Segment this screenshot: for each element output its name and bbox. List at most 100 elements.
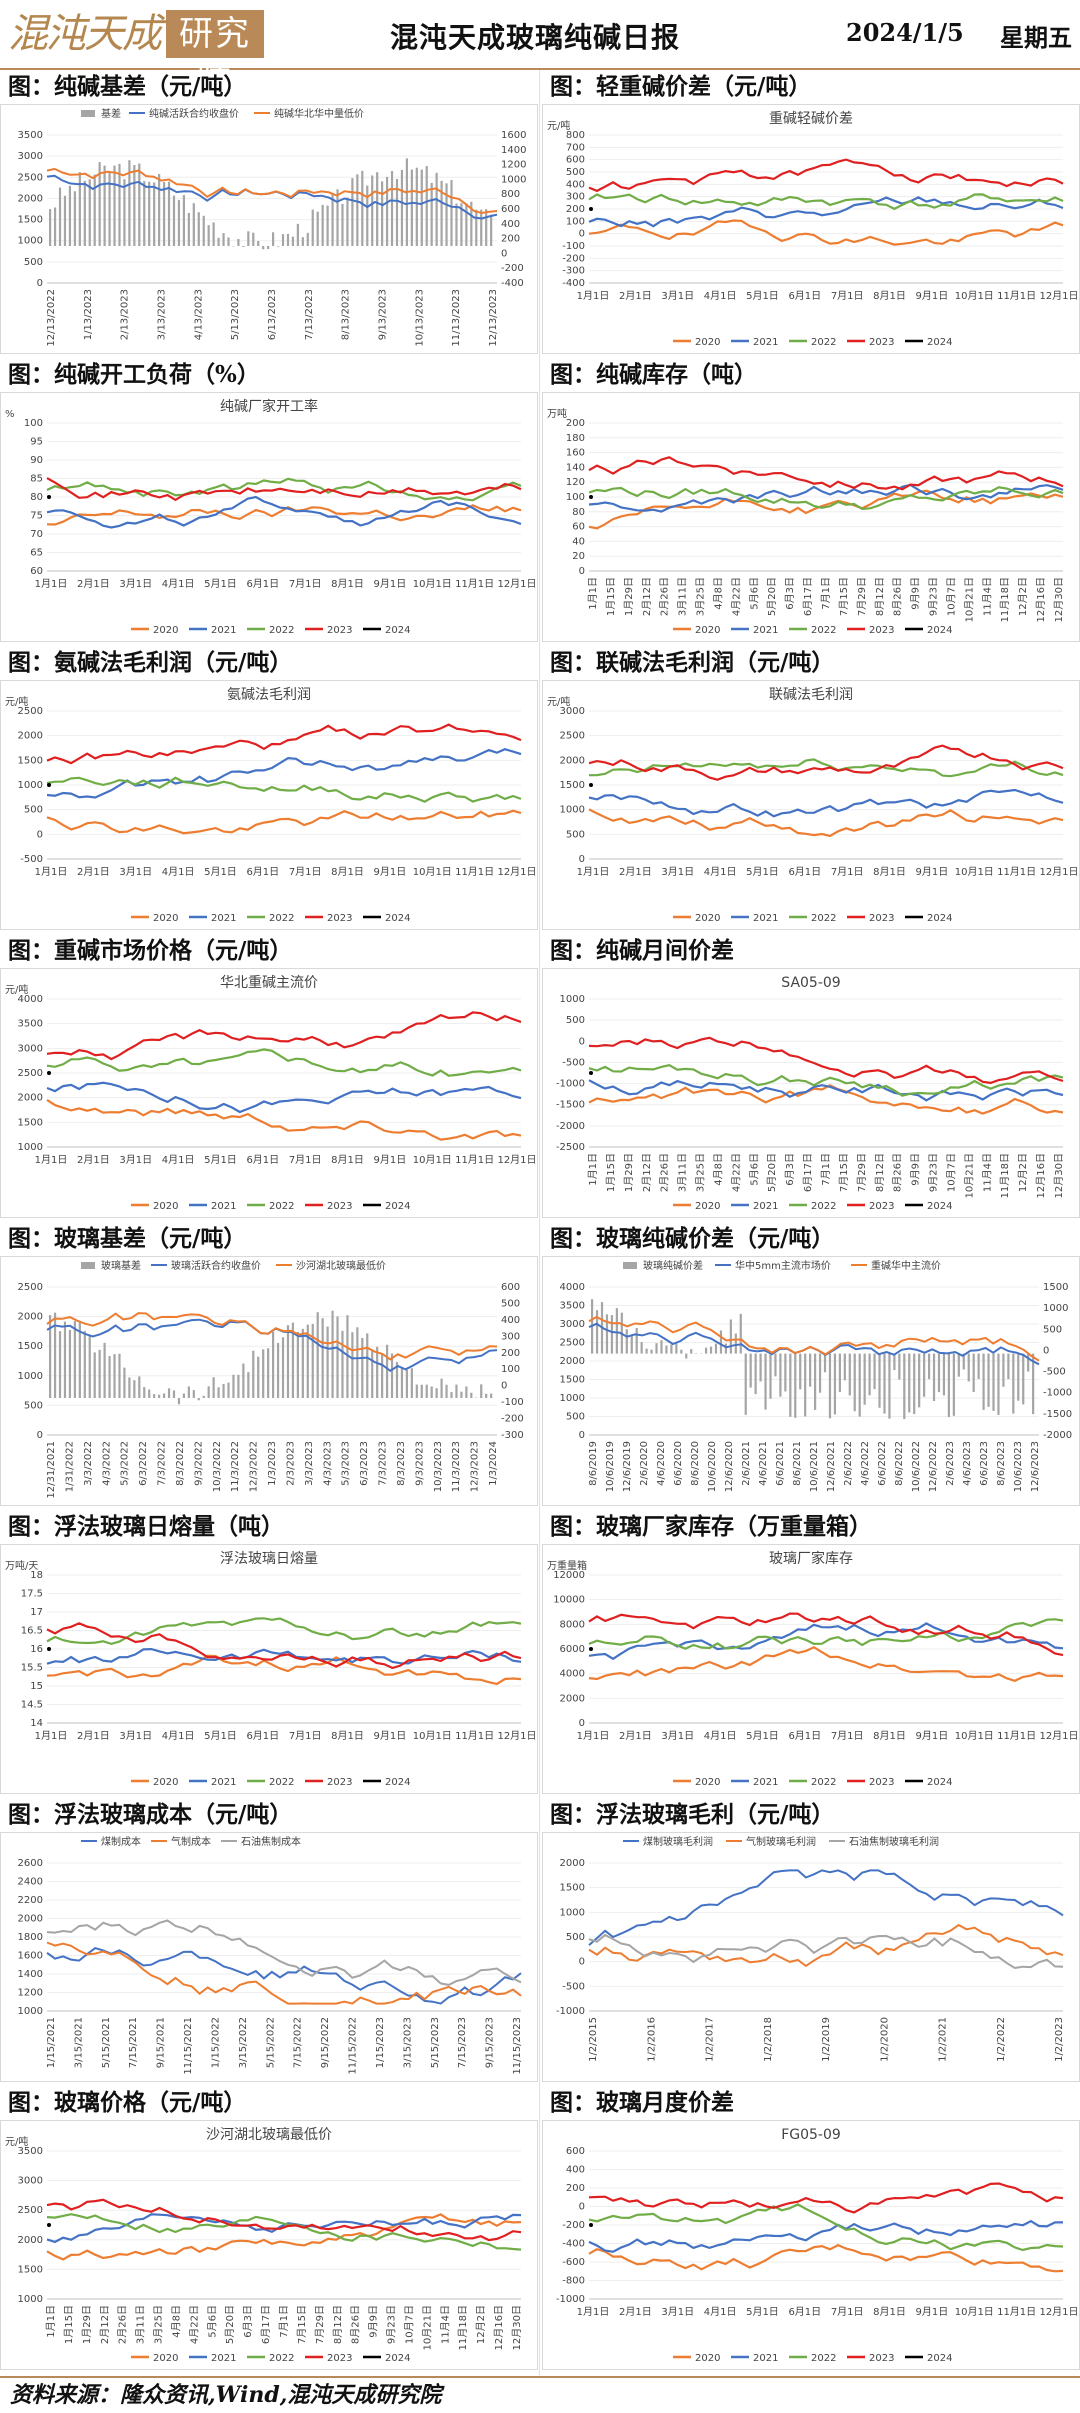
- y-tick-label: -400: [562, 278, 585, 289]
- y-tick-label: 60: [30, 566, 43, 577]
- series-line: [589, 221, 1063, 245]
- x-tick-label: 12月1日: [1039, 290, 1078, 302]
- x-tick-label: 3月1日: [661, 1730, 694, 1742]
- series-2024-point: [47, 783, 51, 787]
- bar-mark: [978, 1354, 980, 1379]
- x-tick-label: 7月1日: [289, 866, 322, 878]
- x-tick-label: 2月26日: [117, 2305, 129, 2344]
- x-tick-label: 3月11日: [677, 577, 689, 616]
- x-tick-label: 5月1日: [746, 290, 779, 302]
- legend-label: 2020: [695, 337, 720, 348]
- y-tick-label: 1500: [18, 755, 43, 766]
- legend-label: 2024: [385, 2353, 410, 2364]
- x-tick-label: 9月1日: [374, 1154, 407, 1166]
- bar-mark: [421, 1385, 423, 1398]
- y-tick-label: 0: [37, 1430, 43, 1441]
- legend-label: 气制成本: [171, 1835, 211, 1848]
- x-tick-label: 4月1日: [704, 290, 737, 302]
- panel-section-title: 图：浮法玻璃成本（元/吨）: [0, 1798, 538, 1832]
- y-right-tick-label: 0: [501, 248, 507, 259]
- bar-mark: [302, 1329, 304, 1398]
- bar-mark: [675, 1344, 677, 1354]
- x-tick-label: 2月12日: [641, 577, 653, 616]
- legend-swatch: [81, 110, 95, 117]
- bar-mark: [143, 181, 145, 246]
- x-tick-label: 8/3/2023: [396, 1441, 407, 1486]
- x-tick-label: 12/3/2023: [470, 1441, 481, 1492]
- bar-mark: [208, 1386, 210, 1398]
- x-tick-label: 1月1日: [587, 577, 599, 610]
- bar-mark: [366, 1333, 368, 1398]
- bar-mark: [366, 186, 368, 246]
- y-tick-label: 1500: [18, 1341, 43, 1352]
- x-tick-label: 11月1日: [455, 866, 494, 878]
- x-tick-label: 8/6/2023: [996, 1441, 1007, 1486]
- series-line: [47, 1656, 521, 1684]
- bar-mark: [450, 180, 452, 246]
- bar-mark: [217, 1387, 219, 1398]
- series-2024-point: [47, 1071, 51, 1075]
- x-tick-label: 6月17日: [802, 1153, 814, 1192]
- bar-mark: [138, 1376, 140, 1398]
- x-tick-label: 2/6/2020: [639, 1441, 650, 1486]
- chart-title: 华北重碱主流价: [220, 975, 318, 991]
- y-tick-label: 2200: [18, 1895, 43, 1906]
- y-tick-label: 4000: [560, 1669, 585, 1680]
- bar-mark: [322, 205, 324, 246]
- bar-mark: [1017, 1354, 1019, 1401]
- y-tick-label: 2500: [560, 1338, 585, 1349]
- bar-mark: [133, 1380, 135, 1398]
- x-tick-label: 10月1日: [413, 1154, 452, 1166]
- x-tick-label: 6月1日: [246, 578, 279, 590]
- legend-label: 2022: [811, 337, 836, 348]
- y-tick-label: 2000: [18, 1312, 43, 1323]
- bar-mark: [465, 1387, 467, 1398]
- legend-label: 2022: [269, 2353, 294, 2364]
- x-tick-label: 12月16日: [1035, 577, 1047, 622]
- bar-mark: [759, 1354, 761, 1382]
- bar-mark: [755, 1354, 757, 1395]
- legend-label: 2021: [211, 2353, 236, 2364]
- bar-mark: [849, 1354, 851, 1396]
- y-right-tick-label: 500: [501, 1298, 520, 1309]
- bar-mark: [163, 1393, 165, 1398]
- bar-mark: [267, 1348, 269, 1398]
- x-tick-label: 10月7日: [945, 577, 957, 616]
- x-tick-label: 6/6/2022: [877, 1441, 888, 1486]
- y-tick-label: 1000: [18, 2294, 43, 2305]
- x-tick-label: 3月1日: [661, 290, 694, 302]
- series-2024-point: [47, 495, 51, 499]
- bar-mark: [824, 1354, 826, 1373]
- x-tick-label: 5月20日: [224, 2305, 236, 2344]
- bar-mark: [327, 1327, 329, 1398]
- x-tick-label: 10/3/2023: [433, 1441, 444, 1492]
- x-tick-label: 3月25日: [695, 1153, 707, 1192]
- x-tick-label: 1/2/2022: [996, 2017, 1007, 2062]
- x-tick-label: 3月25日: [695, 577, 707, 616]
- y-tick-label: 0: [579, 566, 585, 577]
- bar-mark: [59, 1331, 61, 1398]
- x-tick-label: 8/6/2021: [792, 1441, 803, 1486]
- bar-mark: [361, 171, 363, 246]
- panel-section-title: 图：浮法玻璃毛利（元/吨）: [542, 1798, 1080, 1832]
- legend-label: 2022: [811, 625, 836, 636]
- x-tick-label: 5月1日: [746, 1730, 779, 1742]
- bar-mark: [401, 1367, 403, 1398]
- bar-mark: [992, 1354, 994, 1411]
- bar-mark: [1022, 1354, 1024, 1405]
- bar-mark: [336, 189, 338, 246]
- bar-mark: [262, 246, 264, 249]
- legend-label: 2021: [211, 1777, 236, 1788]
- x-tick-label: 1月29日: [623, 1153, 635, 1192]
- bar-mark: [923, 1354, 925, 1397]
- x-tick-label: 3月1日: [119, 1730, 152, 1742]
- bar-mark: [928, 1354, 930, 1379]
- bar-mark: [277, 246, 279, 247]
- y-right-tick-label: -1500: [1043, 1409, 1072, 1420]
